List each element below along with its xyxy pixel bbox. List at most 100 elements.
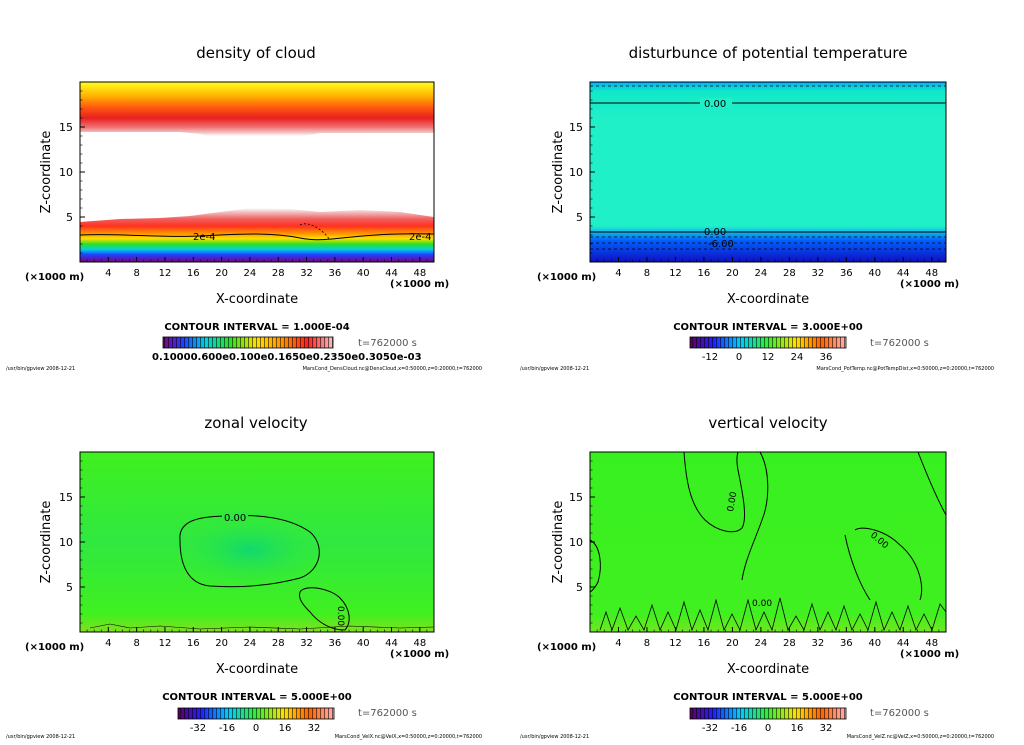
x-axis: 4 8 12 16 20 24 28 32 36 40 44 48 xyxy=(596,627,940,649)
contour-label: -6.00 xyxy=(708,239,734,250)
y-axis: 5 10 15 xyxy=(569,460,595,624)
x-tick-label: 16 xyxy=(698,638,711,649)
y-tick-label: 10 xyxy=(59,166,73,179)
y-tick-label: 10 xyxy=(59,536,73,549)
contour-label-bg xyxy=(222,512,248,522)
y-tick-label: 5 xyxy=(66,211,73,224)
x-tick-label: 16 xyxy=(698,268,711,279)
footer-left: /usr/bin/gpview 2008-12-21 xyxy=(6,734,75,740)
x-tick-label: 24 xyxy=(755,638,768,649)
y-tick-label: 15 xyxy=(59,121,73,134)
colorbar-tick-label: 32 xyxy=(308,723,321,734)
x-axis-title: X-coordinate xyxy=(727,662,809,677)
colorbar-label: 0.10000.600e0.100e0.1650e0.2350e0.3050e-… xyxy=(152,352,422,363)
x-tick-label: 20 xyxy=(726,268,739,279)
x-tick-label: 32 xyxy=(300,268,313,279)
x-tick-label: 4 xyxy=(615,638,621,649)
x-axis: 4 8 12 16 20 24 28 32 36 40 44 48 xyxy=(86,257,428,279)
clear-region xyxy=(80,132,434,222)
y-tick-label: 5 xyxy=(66,581,73,594)
panel-pottemp: disturbunce of potential temperature 0.0… xyxy=(520,44,994,372)
contour-label: 0.00 xyxy=(224,513,246,524)
x-axis-title: X-coordinate xyxy=(216,662,298,677)
footer-left: /usr/bin/gpview 2008-12-21 xyxy=(520,366,589,372)
x-tick-label: 24 xyxy=(755,268,768,279)
contour-line xyxy=(844,534,871,601)
x-tick-label: 48 xyxy=(413,638,426,649)
x-tick-label: 40 xyxy=(357,638,370,649)
field-fill xyxy=(590,82,946,262)
contour-line xyxy=(917,451,947,516)
contour-line xyxy=(854,527,923,601)
colorbar-tick-label: 0 xyxy=(736,352,742,363)
contour-label: 0.00 xyxy=(335,606,345,626)
y-tick-label: 5 xyxy=(576,581,583,594)
colorbar-tick-label: 0 xyxy=(765,723,771,734)
x-unit-label-right: (×1000 m) xyxy=(900,649,959,660)
x-tick-label: 36 xyxy=(840,638,853,649)
contour-label: 2e-4 xyxy=(409,232,432,243)
y-tick-label: 15 xyxy=(569,121,583,134)
x-tick-label: 12 xyxy=(669,268,682,279)
x-tick-label: 20 xyxy=(215,638,228,649)
x-unit-label-right: (×1000 m) xyxy=(900,279,959,290)
x-tick-label: 44 xyxy=(385,638,398,649)
plot-area: 2e-4 2e-4 xyxy=(79,81,435,263)
x-tick-label: 12 xyxy=(159,638,172,649)
y-tick-label: 10 xyxy=(569,536,583,549)
x-unit-label: (×1000 m) xyxy=(25,642,84,653)
x-tick-label: 28 xyxy=(272,638,285,649)
colorbar-tick-label: 24 xyxy=(791,352,804,363)
colorbar-tick-label: 12 xyxy=(762,352,775,363)
colorbar-bins xyxy=(178,708,334,719)
contour-line xyxy=(299,587,350,631)
x-tick-label: 48 xyxy=(413,268,426,279)
x-tick-label: 36 xyxy=(329,268,342,279)
footer-left: /usr/bin/gpview 2008-12-21 xyxy=(6,366,75,372)
panel-vertical: vertical velocity 0.00 0.00 0.00 4 8 12 16 2… xyxy=(520,414,994,740)
x-axis-title: X-coordinate xyxy=(727,292,809,307)
y-tick-label: 15 xyxy=(59,491,73,504)
plot-area: 0.00 0.00 0.00 xyxy=(589,451,947,633)
colorbar-tick-label: 32 xyxy=(820,723,833,734)
x-tick-label: 44 xyxy=(385,268,398,279)
x-unit-label: (×1000 m) xyxy=(537,642,596,653)
x-tick-label: 24 xyxy=(244,638,257,649)
panel-title: density of cloud xyxy=(196,44,316,62)
x-tick-label: 16 xyxy=(187,638,200,649)
x-tick-label: 20 xyxy=(726,638,739,649)
y-axis: 5 10 15 xyxy=(59,460,85,624)
colorbar-bins xyxy=(163,337,333,348)
contour-interval: CONTOUR INTERVAL = 3.000E+00 xyxy=(673,322,863,333)
colorbar-tick-label: -16 xyxy=(731,723,747,734)
contour-label: 2e-4 xyxy=(193,232,216,243)
x-tick-label: 36 xyxy=(840,268,853,279)
footer-right: MarsCond_VelX.nc@VelX,x=0:50000,z=0:2000… xyxy=(335,734,482,740)
x-axis-title: X-coordinate xyxy=(216,292,298,307)
contour-label: 0.00 xyxy=(726,491,739,513)
contour-line xyxy=(599,597,947,632)
x-axis: 4 8 12 16 20 24 28 32 36 40 44 48 xyxy=(596,257,940,279)
x-tick-label: 48 xyxy=(925,638,938,649)
colorbar-bins xyxy=(690,337,846,348)
contour-line xyxy=(683,451,745,533)
panel-density: density of cloud 2e-4 2e-4 4 8 12 16 20 24 28 3… xyxy=(6,44,482,372)
x-unit-label-right: (×1000 m) xyxy=(390,649,449,660)
colorbar-tick-label: 16 xyxy=(791,723,804,734)
time-label: t=762000 s xyxy=(358,338,417,349)
y-axis-title: Z-coordinate xyxy=(551,501,566,584)
panel-title: disturbunce of potential temperature xyxy=(629,44,908,62)
x-tick-label: 32 xyxy=(811,638,824,649)
colorbar-ticks: -32 -16 0 16 32 xyxy=(702,723,833,734)
x-unit-label: (×1000 m) xyxy=(25,272,84,283)
contour-line xyxy=(89,623,435,630)
colorbar-tick-label: 36 xyxy=(820,352,833,363)
contour-label: 0.00 xyxy=(704,99,726,110)
x-tick-label: 28 xyxy=(783,638,796,649)
x-tick-label: 40 xyxy=(357,268,370,279)
x-tick-label: 8 xyxy=(644,268,650,279)
panel-zonal: zonal velocity 0.00 0.00 4 8 12 16 20 24 28 32 3… xyxy=(6,414,482,740)
contour-line xyxy=(79,233,435,241)
x-tick-label: 28 xyxy=(272,268,285,279)
y-tick-label: 5 xyxy=(576,211,583,224)
